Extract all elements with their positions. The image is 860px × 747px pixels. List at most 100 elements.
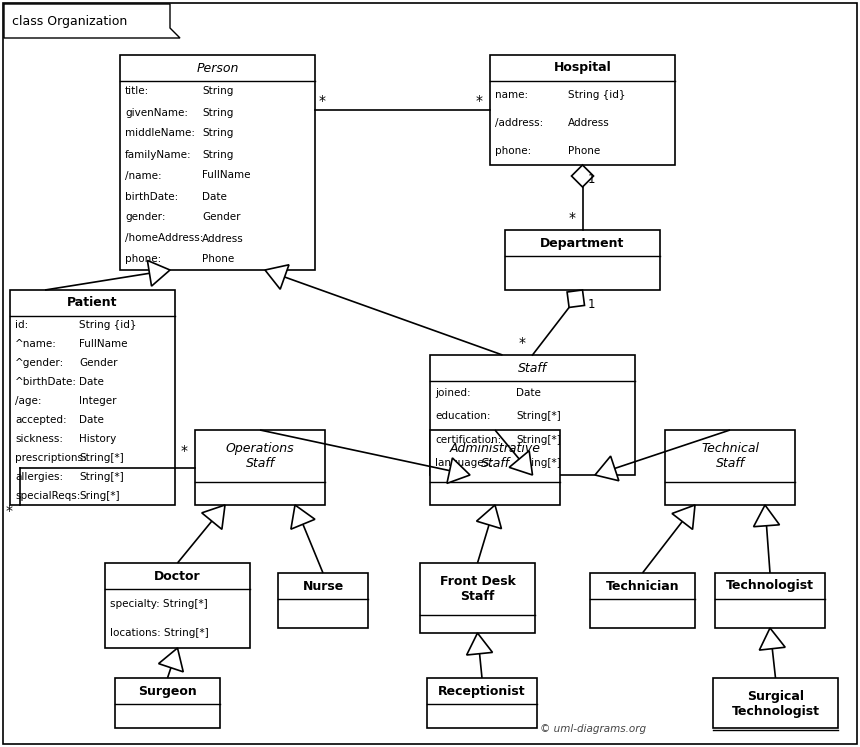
Bar — [430, 355, 635, 475]
Text: locations: String[*]: locations: String[*] — [110, 628, 209, 638]
Text: Operations
Staff: Operations Staff — [225, 442, 294, 470]
Text: middleName:: middleName: — [125, 128, 195, 138]
Text: String: String — [202, 128, 233, 138]
Bar — [120, 55, 315, 270]
Text: *: * — [568, 211, 575, 225]
Polygon shape — [202, 505, 225, 530]
Text: Address: Address — [202, 234, 243, 244]
Bar — [590, 573, 695, 628]
Text: 1: 1 — [587, 298, 595, 311]
Text: String[*]: String[*] — [516, 435, 561, 444]
Text: String[*]: String[*] — [516, 458, 561, 468]
Text: History: History — [79, 434, 117, 444]
Polygon shape — [567, 290, 585, 308]
Polygon shape — [265, 264, 289, 289]
Text: Person: Person — [196, 61, 239, 75]
Text: /age:: /age: — [15, 396, 41, 406]
Text: phone:: phone: — [495, 146, 531, 156]
Text: Gender: Gender — [79, 359, 118, 368]
Text: Sring[*]: Sring[*] — [79, 491, 120, 500]
Text: String {id}: String {id} — [568, 90, 625, 100]
Text: Technician: Technician — [605, 580, 679, 592]
Text: /homeAddress:: /homeAddress: — [125, 234, 203, 244]
Text: *: * — [6, 504, 13, 518]
Text: /name:: /name: — [125, 170, 162, 181]
Polygon shape — [291, 505, 315, 529]
Text: Doctor: Doctor — [154, 569, 201, 583]
Text: Administrative
Staff: Administrative Staff — [450, 442, 540, 470]
Text: education:: education: — [435, 412, 490, 421]
Text: Front Desk
Staff: Front Desk Staff — [439, 575, 515, 603]
Text: String {id}: String {id} — [79, 320, 137, 330]
Text: ^name:: ^name: — [15, 339, 57, 350]
Text: String[*]: String[*] — [79, 453, 124, 462]
Text: Receptionist: Receptionist — [439, 684, 525, 698]
Bar — [505, 230, 660, 290]
Text: *: * — [519, 336, 525, 350]
Text: sickness:: sickness: — [15, 434, 63, 444]
Text: Gender: Gender — [202, 212, 241, 223]
Text: ^birthDate:: ^birthDate: — [15, 377, 77, 387]
Text: Phone: Phone — [202, 255, 234, 264]
Bar — [115, 678, 220, 728]
Text: /address:: /address: — [495, 118, 544, 128]
Bar — [105, 563, 250, 648]
Text: Surgical
Technologist: Surgical Technologist — [732, 690, 820, 718]
Text: Patient: Patient — [67, 297, 118, 309]
Bar — [10, 290, 175, 505]
Bar — [715, 573, 825, 628]
Text: FullName: FullName — [202, 170, 250, 181]
Polygon shape — [595, 456, 619, 481]
Polygon shape — [672, 505, 695, 530]
Text: Technical
Staff: Technical Staff — [701, 442, 759, 470]
Text: Department: Department — [540, 237, 624, 249]
Bar — [490, 55, 675, 165]
Polygon shape — [4, 4, 180, 38]
Text: Date: Date — [79, 377, 104, 387]
Text: 1: 1 — [587, 173, 595, 186]
Bar — [665, 430, 795, 505]
Text: accepted:: accepted: — [15, 415, 66, 425]
Text: id:: id: — [15, 320, 28, 330]
Text: Nurse: Nurse — [303, 580, 344, 592]
Text: familyName:: familyName: — [125, 149, 192, 160]
Bar — [430, 430, 560, 505]
Polygon shape — [509, 450, 532, 475]
Text: phone:: phone: — [125, 255, 162, 264]
Polygon shape — [753, 505, 779, 527]
Polygon shape — [759, 628, 785, 650]
Text: Phone: Phone — [568, 146, 600, 156]
Text: Technologist: Technologist — [726, 580, 814, 592]
Text: specialty: String[*]: specialty: String[*] — [110, 599, 208, 609]
Text: Hospital: Hospital — [554, 61, 611, 75]
Text: class Organization: class Organization — [12, 16, 127, 28]
Text: languages:: languages: — [435, 458, 493, 468]
Text: *: * — [476, 94, 483, 108]
Text: Date: Date — [516, 388, 541, 397]
Text: certification:: certification: — [435, 435, 501, 444]
Text: String: String — [202, 149, 233, 160]
Polygon shape — [476, 505, 501, 529]
Text: birthDate:: birthDate: — [125, 191, 178, 202]
Bar — [420, 563, 535, 633]
Text: String: String — [202, 87, 233, 96]
Bar — [278, 573, 368, 628]
Text: Address: Address — [568, 118, 610, 128]
Text: Integer: Integer — [79, 396, 117, 406]
Text: Date: Date — [202, 191, 227, 202]
Text: Surgeon: Surgeon — [138, 684, 197, 698]
Text: String[*]: String[*] — [79, 471, 124, 482]
Text: Date: Date — [79, 415, 104, 425]
Text: allergies:: allergies: — [15, 471, 63, 482]
Bar — [427, 678, 537, 728]
Text: gender:: gender: — [125, 212, 165, 223]
Text: © uml-diagrams.org: © uml-diagrams.org — [540, 724, 646, 734]
Text: String[*]: String[*] — [516, 412, 561, 421]
Text: title:: title: — [125, 87, 150, 96]
Polygon shape — [467, 633, 493, 655]
Text: prescriptions:: prescriptions: — [15, 453, 87, 462]
Text: joined:: joined: — [435, 388, 470, 397]
Polygon shape — [447, 458, 470, 483]
Polygon shape — [147, 261, 170, 286]
Bar — [195, 430, 325, 505]
